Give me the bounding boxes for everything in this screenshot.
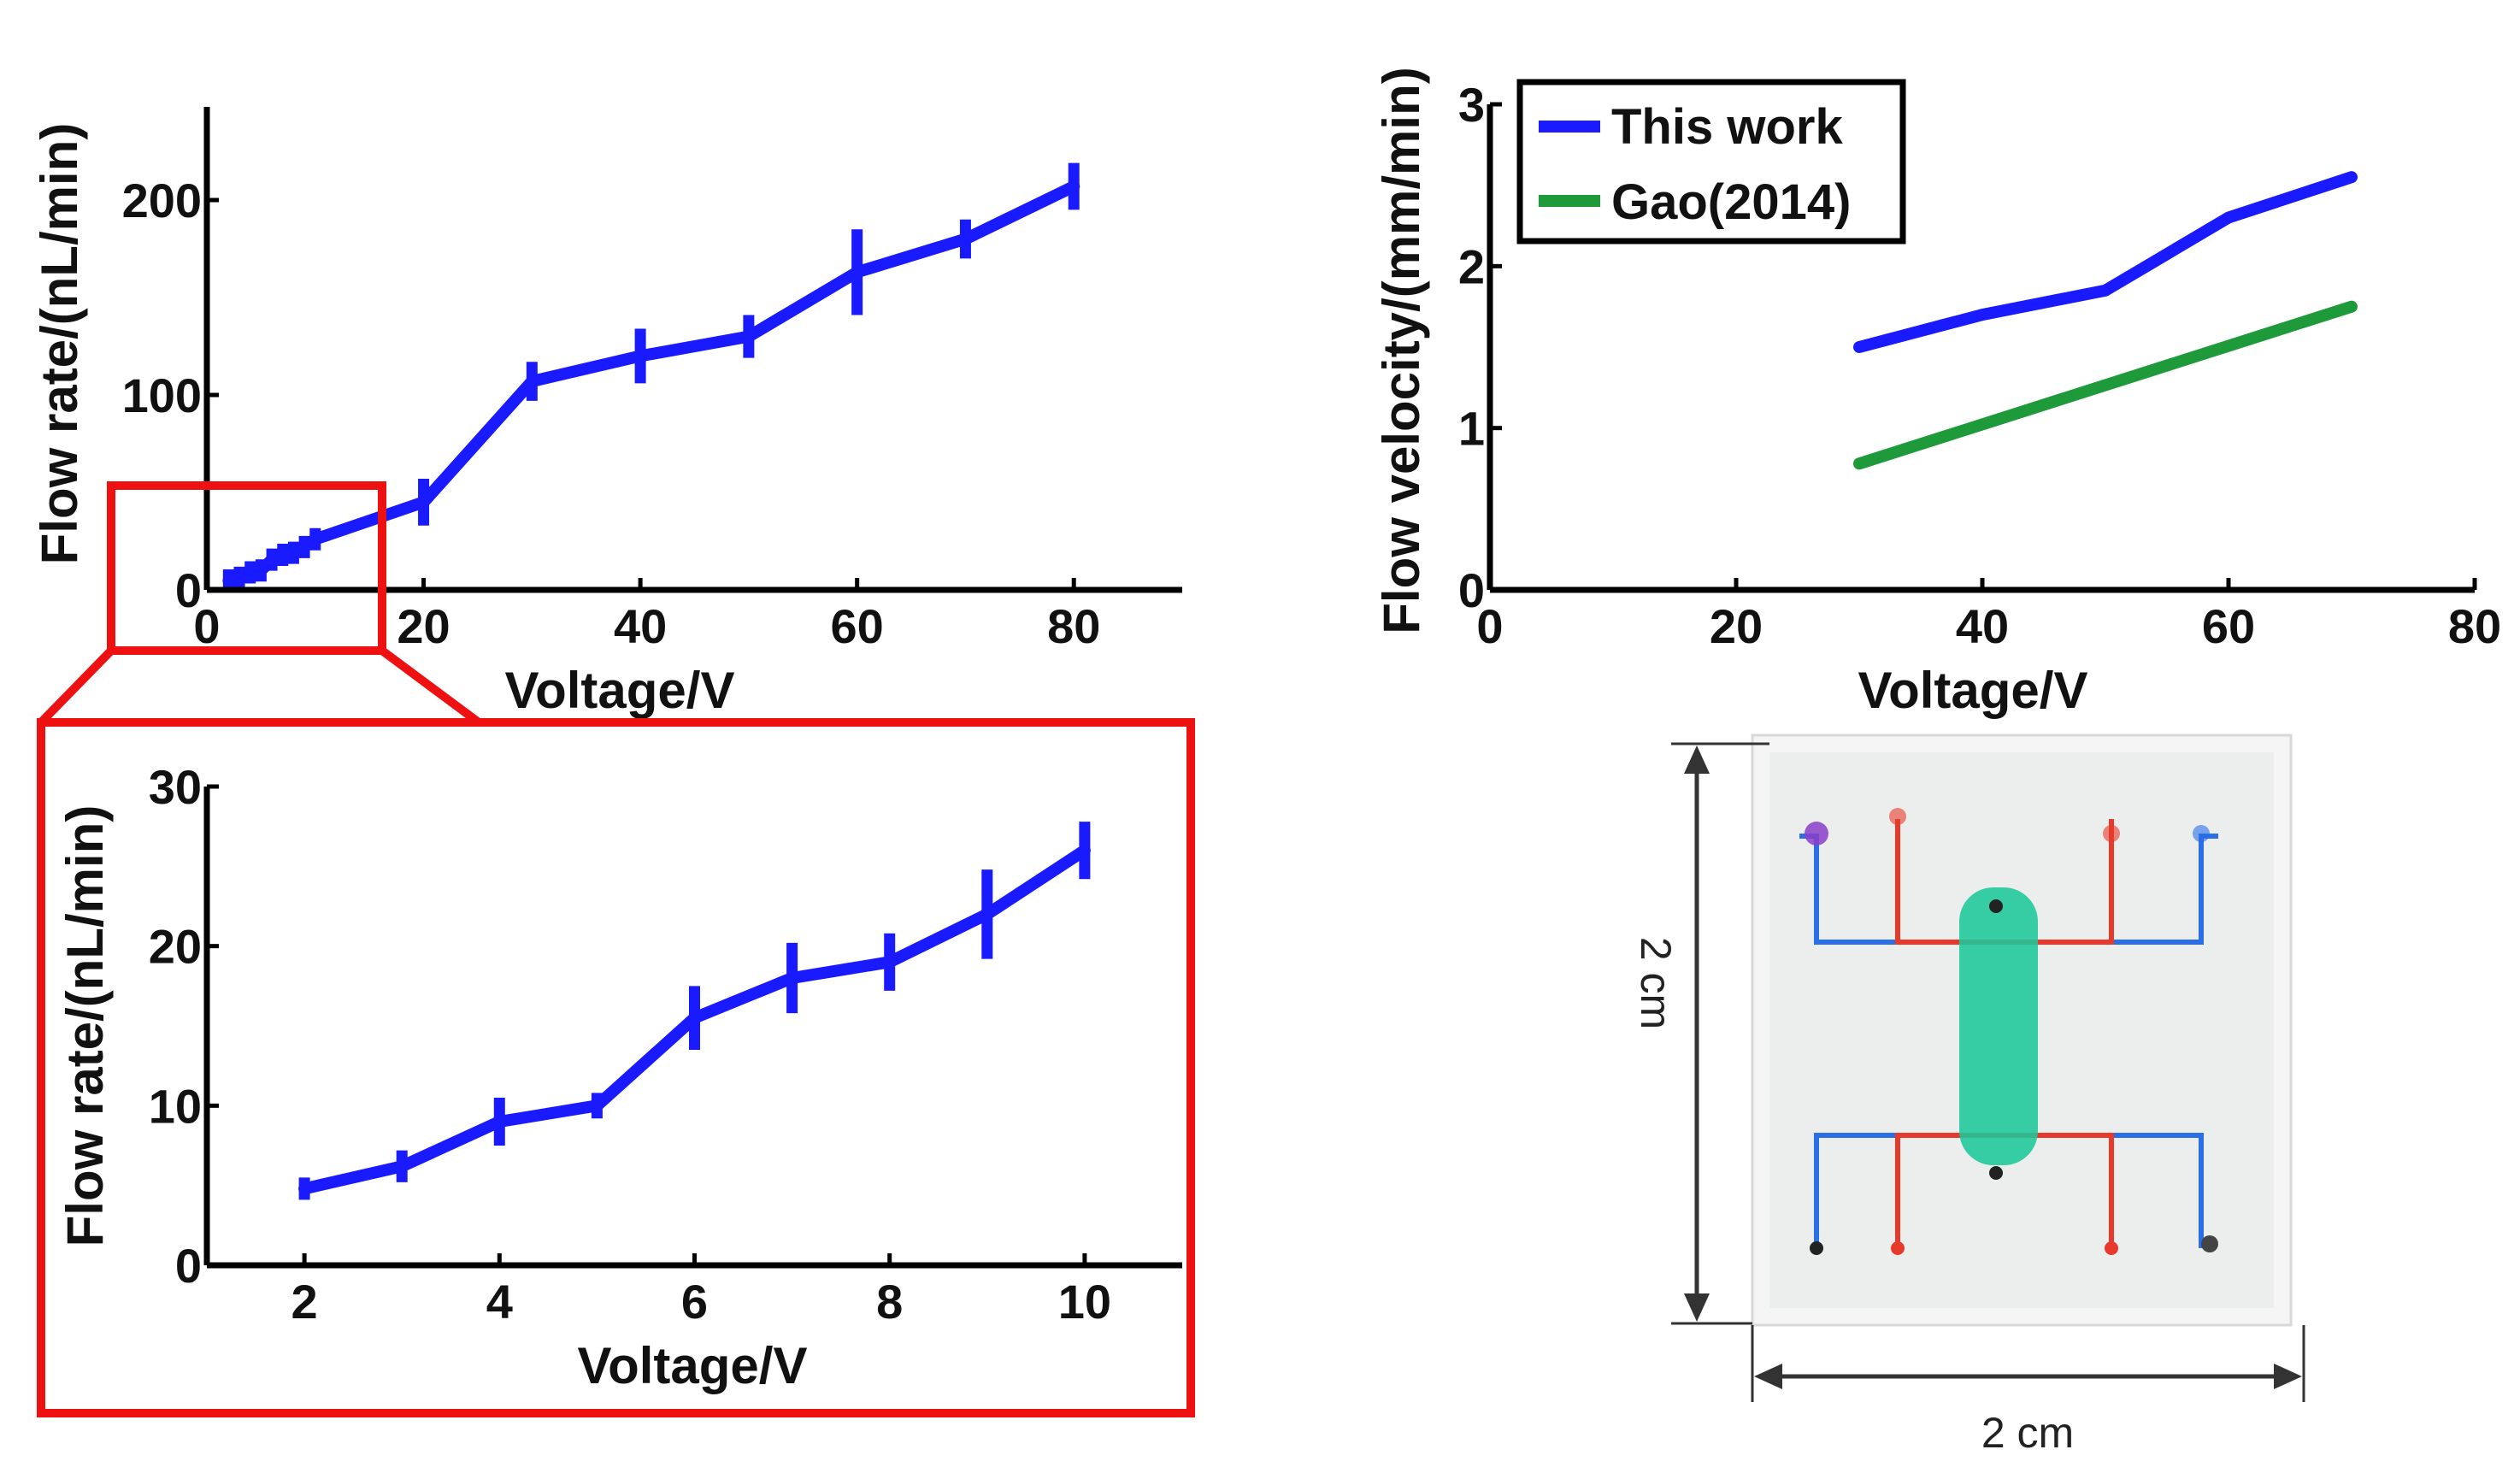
x-tick-label: 2 [291,1275,318,1329]
y-tick-label: 100 [122,368,202,422]
data-point [690,1013,699,1022]
zoom-connector-right [380,646,481,727]
data-point [744,332,753,341]
data-point [636,351,645,361]
y-tick-label: 30 [149,760,202,814]
port-red-bottom-left [1891,1241,1905,1255]
y-tick-label: 2 [1458,239,1485,293]
main-flow-rate-chart: 0 20 40 60 80 0 100 200 Voltage/V Flow rate/(nL… [31,107,1182,719]
data-point [300,1184,309,1193]
series-line-0 [1853,171,2358,353]
legend: This work Gao(2014) [1516,79,1906,245]
x-tick-label: 8 [876,1275,903,1329]
data-point [235,573,244,582]
y-tick-label: 0 [175,563,202,617]
main-y-axis-label: Flow rate/(nL/min) [31,123,88,565]
port-chamber-bottom [1989,1166,2003,1180]
legend-label-this-work: This work [1611,99,1843,155]
data-point [300,542,309,551]
data-point [787,974,797,982]
port-bottom-right [2201,1235,2218,1252]
data-point [527,377,537,386]
data-point [419,498,428,507]
data-point [1069,182,1079,192]
series-line-1 [1853,300,2358,470]
x-tick-label: 40 [1956,599,2009,653]
height-label: 2 cm [1632,937,1680,1029]
main-x-axis-label: Voltage/V [505,662,735,719]
data-point [397,1162,407,1171]
port-chamber-top [1989,899,2003,913]
height-dimension: 2 cm [1632,742,1769,1325]
data-point [495,1117,504,1126]
velocity-chart: 0 20 40 60 80 0 1 2 3 Voltage/V Flow velocity/(m… [1373,67,2501,719]
inset-x-axis-label: Voltage/V [578,1337,808,1394]
data-point [224,576,233,586]
x-tick-label: 0 [193,599,220,653]
port-red-top-right [2103,825,2120,842]
data-point [961,234,970,244]
velocity-x-axis-label: Voltage/V [1858,662,2088,719]
zoom-connector-left [38,647,115,726]
x-tick-label: 40 [614,599,667,653]
port-bottom-left [1810,1241,1823,1255]
y-tick-label: 3 [1458,78,1485,132]
inset-flow-rate-chart: 2 4 6 8 10 0 10 20 30 Voltage/V Flow rate/(nL/mi… [56,760,1182,1394]
y-tick-label: 200 [122,174,202,227]
data-point [982,910,992,919]
data-point [256,566,266,575]
y-tick-label: 1 [1458,402,1485,456]
x-tick-label: 0 [1476,599,1503,653]
x-tick-label: 20 [1710,599,1763,653]
x-tick-label: 80 [2448,599,2501,653]
y-tick-label: 0 [175,1239,202,1293]
reservoir-ports [1805,808,2218,1255]
data-point [278,550,287,559]
x-tick-label: 60 [2202,599,2255,653]
series-line-0 [222,180,1080,587]
device-photo: 2 cm 2 cm [1632,734,2305,1457]
width-dimension: 2 cm [1751,1325,2305,1457]
x-tick-label: 4 [486,1275,513,1329]
y-tick-label: 0 [1458,563,1485,617]
velocity-y-axis-label: Flow velocity/(mm/min) [1373,67,1430,633]
x-tick-label: 60 [831,599,884,653]
x-tick-label: 20 [397,599,450,653]
green-dye-chamber [1959,887,2038,1165]
data-point [268,555,277,564]
data-point [592,1101,602,1111]
y-tick-label: 10 [149,1079,202,1133]
data-point [885,958,894,967]
zoom-callout [37,481,1195,1417]
y-tick-label: 20 [149,920,202,974]
inset-frame [37,718,1195,1417]
port-red-top-left [1889,808,1906,825]
legend-box [1516,79,1906,245]
x-tick-label: 10 [1058,1275,1111,1329]
data-point [245,568,255,577]
port-red-bottom-right [2105,1241,2118,1255]
zoom-region-box [107,481,386,655]
data-point [1080,846,1089,855]
legend-label-gao-2014: Gao(2014) [1611,174,1851,230]
port-blue-top-right [2193,825,2210,842]
width-label: 2 cm [1981,1409,2074,1457]
port-purple [1805,822,1828,846]
x-tick-label: 80 [1047,599,1100,653]
x-tick-label: 6 [681,1275,708,1329]
data-point [310,534,320,544]
data-point [289,548,298,557]
data-point [852,268,862,277]
inset-y-axis-label: Flow rate/(nL/min) [56,805,114,1247]
